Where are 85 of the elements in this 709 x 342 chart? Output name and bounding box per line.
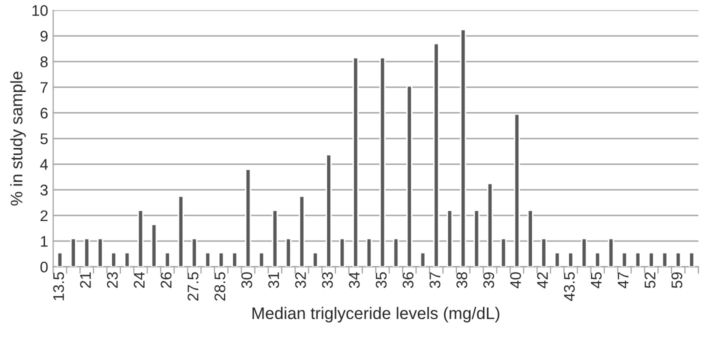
x-tick-label: 59 [671,272,682,288]
y-axis-title: % in study sample [10,72,26,206]
bar [204,252,211,267]
x-tick-label: 45 [590,272,602,288]
y-tick-label: 2 [40,210,48,221]
bar [245,168,252,267]
bar [272,210,278,267]
bar [662,252,668,267]
bar [352,57,359,267]
y-tick-label: 9 [40,30,48,42]
bar [285,238,292,267]
x-tick-label: 30 [241,272,252,288]
y-tick-label: 0 [40,262,48,272]
bar [446,210,453,267]
bar [110,252,117,267]
bar [634,252,641,267]
bar [178,196,184,267]
x-tick-label: 40 [510,272,522,288]
x-tick-label: 39 [483,272,494,288]
x-tick-label: 13.5 [53,272,64,300]
bar [621,252,628,267]
y-tick-label: 7 [40,82,48,93]
y-tick-label: 8 [40,56,48,68]
x-tick-label: 47 [618,272,628,288]
x-tick-label: 31 [268,272,280,288]
bar [326,154,332,267]
bar [164,252,170,267]
bar [150,224,158,267]
x-tick-label: 32 [295,272,306,288]
x-tick-label: 37 [430,272,440,288]
x-tick-label: 35 [376,272,387,288]
y-tick-label: 5 [40,134,48,144]
x-tick-label: 26 [160,272,172,288]
x-tick-label: 21 [80,272,91,288]
bar [258,252,265,267]
y-tick-label: 6 [40,108,48,119]
bar [56,252,63,267]
bar [608,238,614,267]
bar [594,252,601,267]
bar [554,252,560,267]
bar [392,238,399,267]
y-tick-label: 1 [40,236,48,247]
bar [486,182,494,267]
y-tick-label: 4 [40,159,48,170]
bar [460,28,466,267]
bar [581,238,588,267]
y-tick-label: 10 [32,5,48,16]
bar [688,252,695,267]
bar [527,210,534,267]
bar [648,252,654,267]
bar [312,252,318,267]
x-tick-label: 23 [106,272,118,288]
x-tick-label: 28.5 [214,272,226,301]
bar [232,252,238,267]
bar [124,252,130,267]
y-tick-label: 3 [40,184,48,196]
bar [84,238,90,267]
bar [500,238,507,267]
bar [379,57,386,267]
bar [191,238,198,267]
bar [406,85,412,267]
bar [474,210,480,267]
bar [137,210,144,267]
x-axis-title: Median triglyceride levels (mg/dL) [252,306,500,322]
bar [366,238,372,267]
bar [339,238,346,267]
x-tick-label: 34 [348,272,360,288]
bar [420,252,426,267]
x-tick-label: 27.5 [188,272,198,301]
bar [675,252,682,267]
x-tick-label: 43.5 [564,272,575,301]
bar [218,252,224,267]
x-tick-label: 33 [322,272,333,288]
x-tick-label: 42 [537,272,548,288]
x-tick-label: 52 [644,272,656,288]
bar [568,252,574,267]
bar [540,238,547,267]
bar [298,196,305,267]
x-tick-label: 36 [402,272,414,288]
bar [514,113,520,267]
x-tick-label: 24 [134,272,144,288]
x-tick-label: 38 [456,272,468,288]
bar [97,238,104,267]
bar [433,42,440,267]
bar [70,238,76,267]
